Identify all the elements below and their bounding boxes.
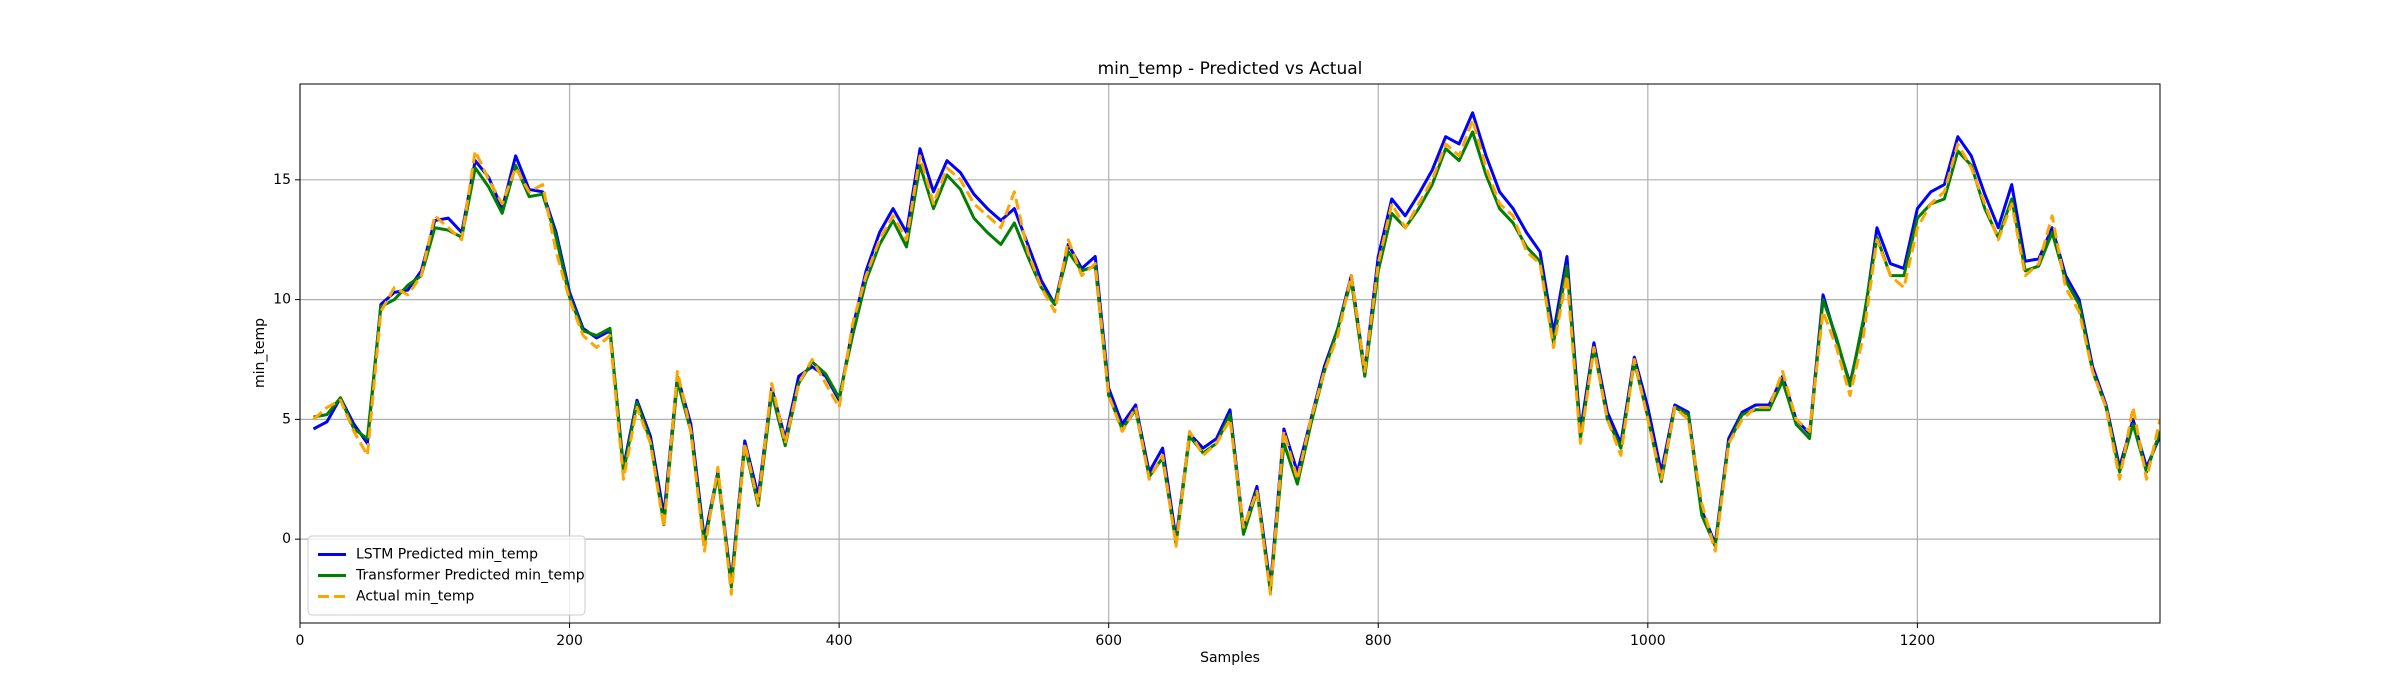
x-tick-label: 600 — [1095, 633, 1122, 649]
x-tick-label: 400 — [826, 633, 853, 649]
y-tick-label: 15 — [273, 172, 291, 188]
legend: LSTM Predicted min_temp Transformer Predi… — [307, 535, 586, 616]
plot-frame — [299, 83, 2161, 624]
x-tick-label: 800 — [1365, 633, 1392, 649]
chart-title: min_temp - Predicted vs Actual — [1098, 59, 1363, 79]
legend-label: LSTM Predicted min_temp — [356, 547, 538, 563]
x-tick-label: 200 — [556, 633, 583, 649]
series-line — [312, 118, 2160, 596]
x-tick-label: 1000 — [1630, 633, 1666, 649]
y-tick-label: 10 — [273, 292, 291, 308]
legend-label: Transformer Predicted min_temp — [355, 568, 585, 584]
ticks: 0 200 400 600 800 1000 1200 0 5 10 15 — [273, 172, 1935, 649]
x-tick-label: 0 — [296, 633, 305, 649]
y-tick-label: 5 — [282, 411, 291, 427]
x-tick-label: 1200 — [1900, 633, 1936, 649]
plot-lines — [312, 111, 2160, 596]
grid — [299, 84, 2160, 623]
y-axis-label: min_temp — [252, 318, 268, 388]
x-axis-label: Samples — [1200, 650, 1260, 666]
legend-label: Actual min_temp — [356, 589, 474, 605]
legend-box — [307, 535, 586, 616]
y-tick-label: 0 — [282, 531, 291, 547]
